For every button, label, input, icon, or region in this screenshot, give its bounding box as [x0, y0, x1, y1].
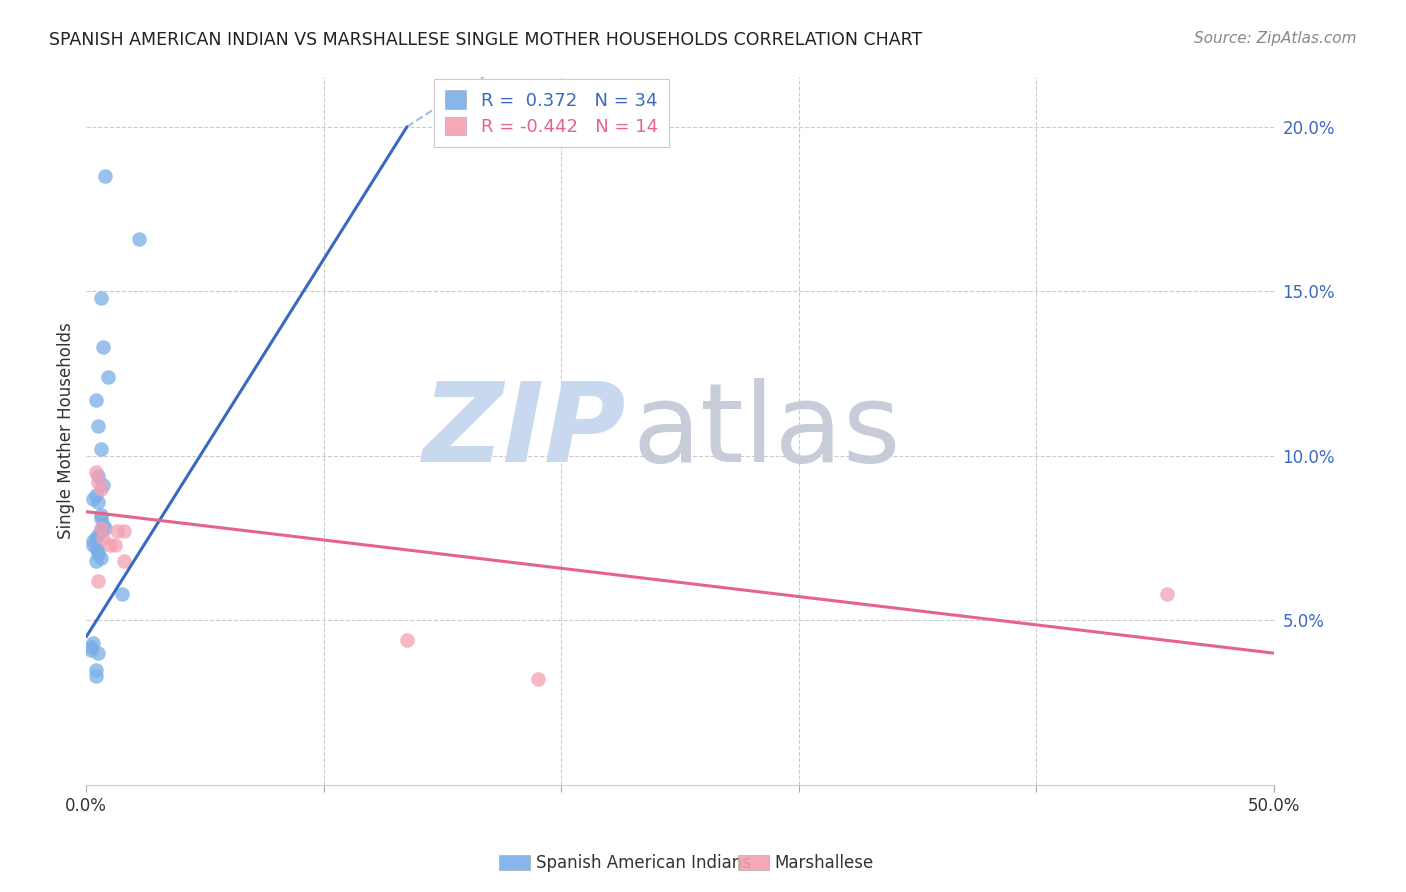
Point [90, 550, 112, 565]
Point [112, 554, 135, 568]
Point [526, 673, 548, 687]
Point [90, 511, 112, 525]
Point [84, 531, 107, 545]
Y-axis label: Single Mother Households: Single Mother Households [58, 323, 75, 540]
Point [84, 541, 107, 555]
Point [80, 640, 103, 654]
Point [128, 232, 150, 246]
Legend: R =  0.372   N = 34, R = -0.442   N = 14: R = 0.372 N = 34, R = -0.442 N = 14 [434, 79, 669, 147]
Point [84, 488, 107, 502]
Text: ZIP: ZIP [423, 377, 627, 484]
Point [98, 538, 121, 552]
Point [87, 495, 110, 509]
Point [94, 521, 117, 535]
Point [105, 524, 128, 539]
Point [90, 482, 112, 496]
Point [87, 475, 110, 489]
Text: Source: ZipAtlas.com: Source: ZipAtlas.com [1194, 31, 1357, 46]
Point [87, 468, 110, 483]
Point [91, 517, 114, 532]
Point [87, 527, 110, 541]
Point [87, 646, 110, 660]
Point [82, 534, 104, 549]
Point [84, 669, 107, 683]
Point [84, 554, 107, 568]
Point [91, 340, 114, 354]
Point [90, 524, 112, 539]
Text: Marshallese: Marshallese [775, 854, 875, 871]
Point [87, 419, 110, 434]
Point [90, 521, 112, 535]
Point [91, 478, 114, 492]
Point [87, 574, 110, 588]
Point [90, 442, 112, 457]
Point [97, 369, 120, 384]
Point [84, 663, 107, 677]
Point [87, 544, 110, 558]
Point [111, 587, 134, 601]
Point [82, 538, 104, 552]
Point [104, 538, 127, 552]
Point [91, 531, 114, 545]
Text: Spanish American Indians: Spanish American Indians [536, 854, 751, 871]
Point [1156, 587, 1178, 601]
Point [90, 291, 112, 305]
Text: SPANISH AMERICAN INDIAN VS MARSHALLESE SINGLE MOTHER HOUSEHOLDS CORRELATION CHAR: SPANISH AMERICAN INDIAN VS MARSHALLESE S… [49, 31, 922, 49]
Text: atlas: atlas [633, 377, 901, 484]
Point [84, 465, 107, 479]
Point [84, 392, 107, 407]
Point [82, 636, 104, 650]
Point [82, 491, 104, 506]
Point [87, 548, 110, 562]
Point [94, 169, 117, 183]
Point [112, 524, 135, 539]
Point [80, 643, 103, 657]
Point [395, 632, 418, 647]
Point [90, 508, 112, 522]
